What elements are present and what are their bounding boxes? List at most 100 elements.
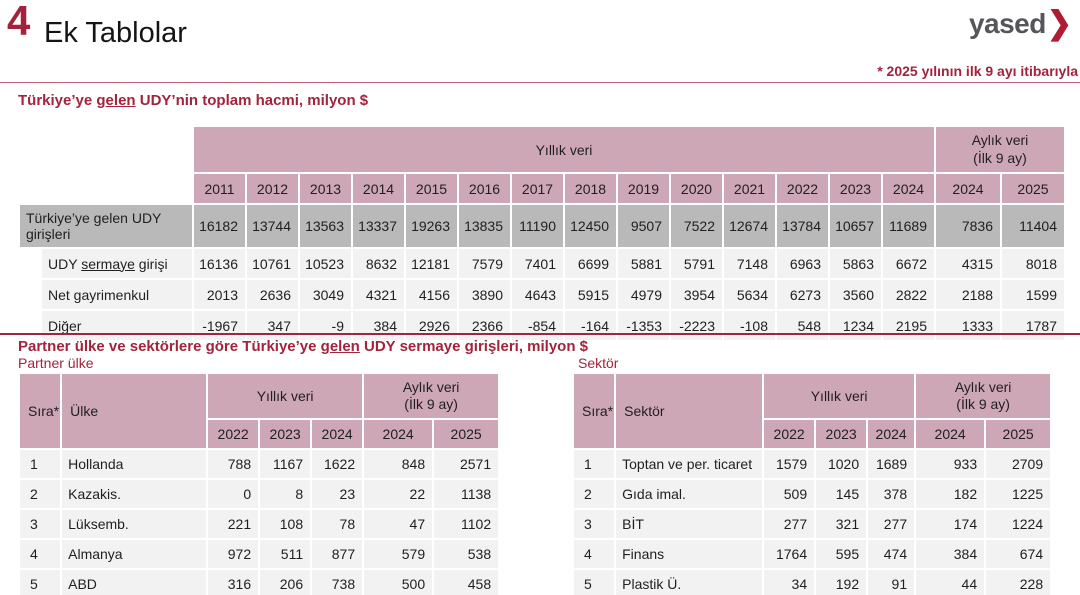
rank-cell: 5 — [574, 570, 615, 595]
value-cell: 1020 — [816, 450, 867, 478]
rank-cell: 3 — [20, 510, 61, 538]
value-cell: 1764 — [764, 540, 815, 568]
table-row: 1 Toptan ve per. ticaret 1579 1020 1689 … — [574, 450, 1051, 478]
country-name-cell: ABD — [62, 570, 207, 595]
value-cell: 7148 — [724, 249, 775, 278]
value-cell: 4979 — [618, 280, 669, 309]
value-cell: 538 — [434, 540, 499, 568]
year-header: 2024 — [883, 174, 934, 203]
rank-cell: 1 — [20, 450, 61, 478]
value-cell: 1225 — [986, 480, 1051, 508]
rank-cell: 2 — [574, 480, 615, 508]
value-cell: 13744 — [247, 205, 298, 247]
value-cell: 12181 — [406, 249, 457, 278]
value-cell: 6273 — [777, 280, 828, 309]
table-row: Yıllık veri Aylık veri (İlk 9 ay) — [20, 127, 1064, 172]
value-cell: 548 — [777, 311, 828, 340]
value-cell: 10657 — [830, 205, 881, 247]
sector-name-cell: Gıda imal. — [616, 480, 763, 508]
country-column-header: Ülke — [62, 374, 207, 448]
year-header: 2013 — [300, 174, 351, 203]
row-label: Net gayrimenkul — [42, 280, 192, 309]
value-cell: 13337 — [353, 205, 404, 247]
value-cell: 4643 — [512, 280, 563, 309]
value-cell: 5881 — [618, 249, 669, 278]
fdi-total-table: Yıllık veri Aylık veri (İlk 9 ay) 2011 2… — [18, 125, 1066, 342]
table-row: 2011 2012 2013 2014 2015 2016 2017 2018 … — [20, 174, 1064, 203]
table-row: UDY sermaye girişi 16136 10761 10523 863… — [20, 249, 1064, 278]
value-cell: 1579 — [764, 450, 815, 478]
sector-column-header: Sektör — [616, 374, 763, 448]
value-cell: 11190 — [512, 205, 563, 247]
value-cell: 0 — [208, 480, 259, 508]
value-cell: 2709 — [986, 450, 1051, 478]
value-cell: 34 — [764, 570, 815, 595]
value-cell: 11689 — [883, 205, 934, 247]
value-cell: 474 — [868, 540, 915, 568]
table1-title-underline: gelen — [96, 92, 136, 109]
value-cell: 174 — [916, 510, 985, 538]
value-cell: 277 — [764, 510, 815, 538]
value-cell: 2366 — [459, 311, 510, 340]
value-cell: 12450 — [565, 205, 616, 247]
value-cell: 877 — [312, 540, 363, 568]
year-header: 2023 — [260, 420, 311, 448]
value-cell: 22 — [364, 480, 433, 508]
value-cell: 228 — [986, 570, 1051, 595]
value-cell: 384 — [916, 540, 985, 568]
year-header: 2022 — [208, 420, 259, 448]
table-row: 2 Gıda imal. 509 145 378 182 1225 — [574, 480, 1051, 508]
year-header: 2022 — [764, 420, 815, 448]
table-row: Sıra* Ülke Yıllık veri Aylık veri (İlk 9… — [20, 374, 499, 448]
value-cell: 1102 — [434, 510, 499, 538]
value-cell: 8 — [260, 480, 311, 508]
value-cell: -854 — [512, 311, 563, 340]
value-cell: 1333 — [936, 311, 1000, 340]
table-row: 5 ABD 316 206 738 500 458 — [20, 570, 499, 595]
value-cell: 13563 — [300, 205, 351, 247]
row-label-text: Türkiye’ye gelen UDY girişleri — [26, 210, 162, 242]
country-table-label: Partner ülke — [18, 355, 94, 371]
rank-cell: 4 — [574, 540, 615, 568]
year-header: 2016 — [459, 174, 510, 203]
monthly-year-header: 2024 — [364, 420, 433, 448]
indent-cell — [20, 249, 40, 278]
value-cell: 7579 — [459, 249, 510, 278]
value-cell: 12674 — [724, 205, 775, 247]
monthly-year-header: 2025 — [434, 420, 499, 448]
table-row: Net gayrimenkul 2013 2636 3049 4321 4156… — [20, 280, 1064, 309]
value-cell: 2013 — [194, 280, 245, 309]
year-header: 2012 — [247, 174, 298, 203]
value-cell: 8018 — [1002, 249, 1064, 278]
value-cell: 19263 — [406, 205, 457, 247]
sector-table-label: Sektör — [578, 355, 619, 371]
row-label: Diğer — [42, 311, 192, 340]
country-name-cell: Hollanda — [62, 450, 207, 478]
value-cell: 13835 — [459, 205, 510, 247]
table-row: 2022 2023 2024 2024 2025 — [20, 420, 499, 448]
table-row: 4 Finans 1764 595 474 384 674 — [574, 540, 1051, 568]
monthly-header-line2: (İlk 9 ay) — [973, 149, 1027, 166]
value-cell: 347 — [247, 311, 298, 340]
value-cell: 1138 — [434, 480, 499, 508]
rank-column-header: Sıra* — [20, 374, 61, 448]
value-cell: 6672 — [883, 249, 934, 278]
row-label-text: Diğer — [48, 317, 82, 334]
value-cell: 384 — [353, 311, 404, 340]
value-cell: 10761 — [247, 249, 298, 278]
row-label-post: girişi — [134, 255, 168, 272]
monthly-data-header: Aylık veri (İlk 9 ay) — [916, 374, 1051, 418]
row-label-underline: sermaye — [81, 255, 135, 272]
value-cell: 7522 — [671, 205, 722, 247]
blank-corner-cell — [20, 174, 192, 203]
row-label: Türkiye’ye gelen UDY girişleri — [20, 205, 192, 247]
year-header: 2024 — [312, 420, 363, 448]
value-cell: 6699 — [565, 249, 616, 278]
monthly-year-header: 2025 — [986, 420, 1051, 448]
year-header: 2023 — [830, 174, 881, 203]
year-header: 2023 — [816, 420, 867, 448]
value-cell: 972 — [208, 540, 259, 568]
value-cell: 13784 — [777, 205, 828, 247]
value-cell: -1967 — [194, 311, 245, 340]
value-cell: 1167 — [260, 450, 311, 478]
